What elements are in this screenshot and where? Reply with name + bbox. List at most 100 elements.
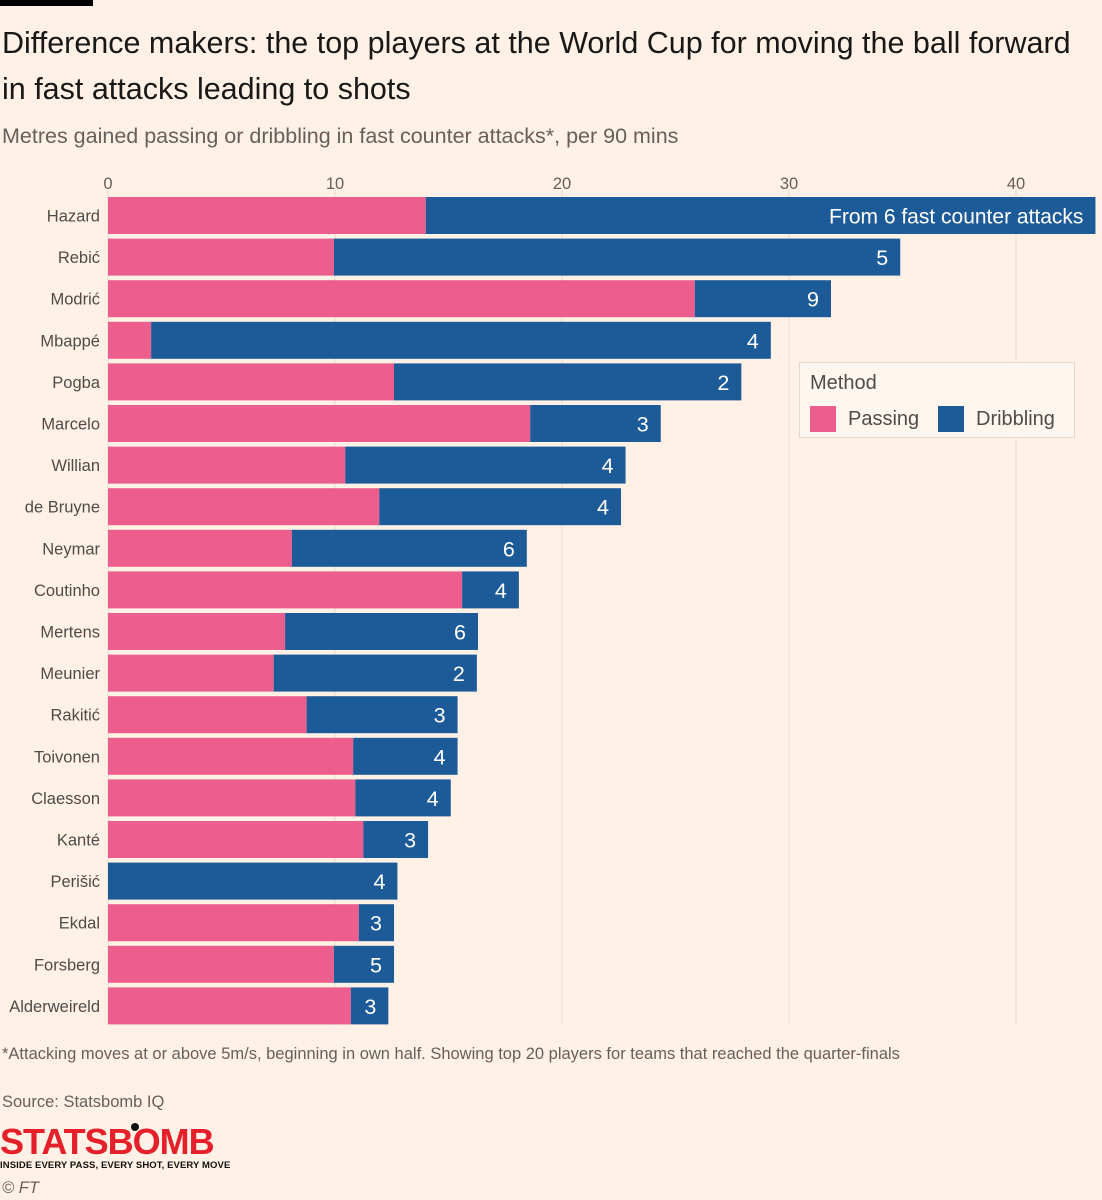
bar-passing [108, 821, 364, 858]
bar-dribbling [425, 197, 1096, 234]
bar-dribbling [306, 696, 458, 734]
counter-attack-label: 3 [404, 829, 416, 853]
bar-dribbling [285, 613, 479, 650]
category-label: Willian [51, 457, 100, 475]
category-label: Toivonen [34, 748, 100, 766]
bomb-icon [131, 1123, 139, 1131]
bar-dribbling [291, 529, 527, 567]
bar-passing [108, 197, 426, 234]
counter-attack-label: 2 [453, 662, 465, 686]
top-rule [0, 0, 93, 6]
bar-dribbling [694, 280, 831, 318]
counter-attack-label: 2 [717, 371, 729, 395]
category-label: Modrić [50, 291, 100, 309]
chart-title: Difference makers: the top players at th… [2, 26, 1071, 106]
counter-attack-label: 4 [495, 579, 507, 603]
bar-dribbling [273, 654, 477, 692]
counter-attack-label: 4 [373, 870, 385, 894]
counter-attack-label: 4 [747, 329, 759, 353]
x-tick-label: 20 [553, 175, 571, 193]
legend-swatch-passing [810, 406, 836, 432]
category-label: Forsberg [34, 956, 100, 974]
bar-passing [108, 654, 274, 692]
category-label: Pogba [52, 374, 101, 392]
category-label: Alderweireld [9, 998, 100, 1016]
bar-dribbling [333, 945, 395, 983]
legend-label-passing: Passing [848, 408, 920, 430]
counter-attack-label: 3 [637, 413, 649, 437]
counter-attack-label: 5 [876, 246, 888, 270]
logo-tagline: INSIDE EVERY PASS, EVERY SHOT, EVERY MOV… [0, 1160, 231, 1171]
bar-passing [108, 737, 354, 775]
bar-dribbling [345, 446, 626, 484]
bar-dribbling [151, 321, 771, 359]
counter-attack-label: 4 [602, 454, 614, 478]
copyright: © FT [2, 1179, 39, 1197]
source-note: Source: Statsbomb IQ [2, 1093, 165, 1111]
bar-passing [108, 446, 346, 484]
category-label: Rebić [58, 249, 100, 267]
category-label: Mertens [40, 624, 100, 642]
legend-title: Method [810, 372, 877, 394]
counter-attack-label: 4 [434, 745, 446, 769]
bar-passing [108, 529, 292, 567]
counter-attack-label: 3 [370, 912, 382, 936]
bar-dribbling [530, 405, 661, 442]
logo-wordmark: STATSBOMB [0, 1121, 215, 1162]
counter-attack-label: 3 [364, 995, 376, 1019]
bar-dribbling [350, 987, 389, 1025]
bar-dribbling [108, 862, 398, 900]
bar-passing [108, 571, 463, 609]
x-tick-label: 10 [326, 175, 344, 193]
bar-passing [108, 696, 307, 734]
bar-passing [108, 779, 356, 817]
x-tick-label: 0 [103, 175, 112, 193]
counter-attack-label: 6 [503, 537, 515, 561]
bar-passing [108, 363, 395, 401]
category-label: Perišić [50, 873, 100, 891]
bar-passing [108, 488, 380, 526]
category-label: Meunier [40, 665, 100, 683]
bar-dribbling [394, 363, 742, 401]
footnote: *Attacking moves at or above 5m/s, begin… [2, 1045, 900, 1063]
bar-passing [108, 405, 531, 442]
counter-attack-label: 5 [370, 953, 382, 977]
bar-passing [108, 945, 334, 983]
category-label: Ekdal [59, 915, 100, 933]
x-tick-label: 40 [1007, 175, 1025, 193]
category-label: Coutinho [34, 582, 100, 600]
bar-passing [108, 280, 695, 318]
bar-passing [108, 238, 334, 276]
category-label: Rakitić [50, 707, 100, 725]
category-label: de Bruyne [25, 499, 100, 517]
category-label: Hazard [47, 208, 100, 226]
counter-attack-label: 6 [454, 621, 466, 645]
counter-attack-label: 3 [434, 704, 446, 728]
legend-swatch-dribbling [938, 406, 964, 432]
counter-attack-label: 9 [807, 288, 819, 312]
bar-passing [108, 613, 286, 650]
chart-subtitle: Metres gained passing or dribbling in fa… [2, 124, 679, 148]
counter-attack-label: 4 [427, 787, 439, 811]
category-label: Neymar [42, 540, 100, 558]
bar-dribbling [358, 904, 395, 942]
bar-dribbling [462, 571, 519, 609]
bar-passing [108, 987, 351, 1025]
legend: Method Passing Dribbling [799, 362, 1075, 438]
legend-label-dribbling: Dribbling [976, 408, 1055, 430]
counter-attack-label: From 6 fast counter attacks [829, 206, 1083, 229]
x-tick-label: 30 [780, 175, 798, 193]
bar-passing [108, 321, 152, 359]
category-label: Claesson [31, 790, 100, 808]
statsbomb-logo: STATSBOMB INSIDE EVERY PASS, EVERY SHOT,… [0, 1122, 230, 1174]
counter-attack-label: 4 [597, 496, 609, 520]
bar-chart: 0 10 20 30 40 Hazard From 6 fast counter attac… [9, 175, 1096, 1025]
bar-passing [108, 904, 359, 942]
bar-dribbling [363, 821, 429, 858]
category-label: Mbappé [40, 332, 100, 350]
bar-dribbling [333, 238, 901, 276]
category-label: Marcelo [41, 416, 100, 434]
category-label: Kanté [57, 832, 100, 850]
bar-dribbling [355, 779, 451, 817]
bar-dribbling [353, 737, 458, 775]
